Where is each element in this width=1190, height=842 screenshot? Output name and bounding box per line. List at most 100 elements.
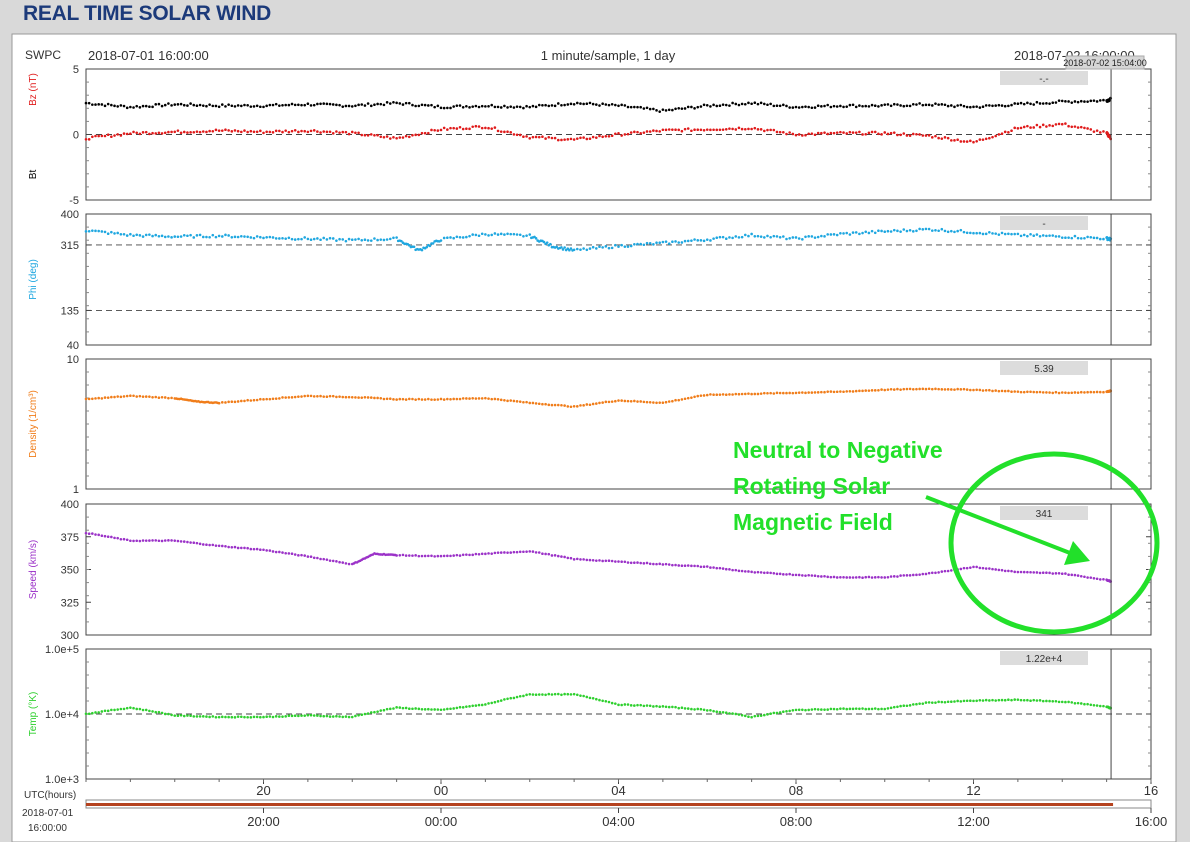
data-point (886, 575, 890, 579)
data-point (236, 104, 240, 107)
data-point (182, 130, 186, 134)
data-point (690, 129, 693, 133)
data-point (528, 105, 532, 109)
data-point (791, 573, 795, 577)
data-point (1041, 123, 1045, 127)
data-point (591, 245, 595, 249)
data-point (249, 236, 253, 239)
data-point (740, 713, 744, 717)
data-point (835, 105, 839, 108)
data-point (252, 130, 256, 134)
data-point (306, 102, 310, 106)
data-point (284, 237, 287, 240)
data-point (595, 697, 598, 701)
data-point (896, 133, 899, 137)
data-point (176, 235, 180, 239)
data-point (718, 104, 722, 108)
data-point (728, 393, 731, 396)
data-point (167, 102, 170, 105)
data-point (347, 132, 351, 136)
data-point (769, 712, 772, 715)
data-point (889, 575, 893, 578)
data-point (870, 103, 874, 107)
data-point (620, 399, 623, 402)
data-point (192, 541, 196, 545)
data-point (182, 714, 186, 718)
data-point (411, 133, 414, 137)
data-point (604, 134, 608, 138)
data-point (255, 547, 259, 551)
data-point (820, 390, 823, 394)
data-point (312, 129, 316, 132)
data-point (845, 231, 849, 235)
data-point (465, 397, 468, 400)
data-point (525, 135, 528, 138)
data-point (956, 138, 959, 142)
data-point (572, 248, 576, 252)
data-point (826, 132, 829, 136)
data-point (1060, 236, 1064, 239)
data-point (163, 539, 167, 542)
data-point (642, 243, 646, 247)
y-tick-label: 400 (61, 499, 79, 511)
data-point (461, 127, 465, 131)
data-point (839, 390, 842, 393)
data-point (480, 126, 484, 130)
data-point (506, 697, 509, 701)
data-point (404, 554, 408, 557)
data-point (217, 129, 221, 132)
data-point (423, 708, 427, 711)
data-point (487, 702, 490, 705)
data-point (617, 399, 620, 402)
data-point (937, 136, 940, 140)
data-point (1038, 390, 1042, 394)
data-point (170, 236, 173, 239)
data-point (658, 562, 662, 566)
data-point (864, 230, 868, 234)
data-point (198, 130, 202, 134)
data-point (1079, 574, 1083, 578)
data-point (376, 238, 379, 242)
data-point (1003, 698, 1007, 702)
data-point (1019, 126, 1023, 130)
data-point (1026, 124, 1029, 128)
data-point (585, 403, 589, 406)
data-point (969, 105, 972, 109)
data-point (801, 134, 804, 137)
data-point (1102, 578, 1105, 581)
data-point (284, 715, 287, 718)
data-point (1073, 234, 1077, 238)
data-point (214, 104, 218, 108)
data-point (518, 105, 522, 109)
data-point (195, 234, 199, 237)
data-point (249, 547, 253, 551)
data-point (122, 232, 126, 236)
data-point (240, 399, 243, 403)
data-point (1054, 572, 1058, 575)
data-point (1003, 389, 1007, 393)
data-point (873, 231, 877, 235)
data-point (826, 233, 829, 236)
start-time-label: 2018-07-01 16:00:00 (88, 48, 209, 63)
data-point (1007, 104, 1010, 108)
data-point (186, 540, 189, 544)
data-point (553, 104, 557, 108)
data-point (103, 230, 107, 234)
data-point (1098, 704, 1102, 708)
data-point (582, 558, 585, 561)
data-point (211, 715, 215, 718)
data-point (845, 132, 849, 135)
data-point (794, 236, 798, 239)
data-point (341, 715, 345, 719)
data-point (468, 127, 471, 131)
data-point (607, 134, 611, 138)
series-phi (84, 227, 1113, 252)
data-point (160, 711, 164, 715)
data-point (696, 128, 700, 131)
data-point (902, 132, 906, 135)
data-point (1013, 570, 1017, 574)
data-point (984, 137, 988, 141)
data-point (772, 711, 776, 715)
data-point (446, 106, 449, 110)
data-point (1086, 100, 1089, 103)
